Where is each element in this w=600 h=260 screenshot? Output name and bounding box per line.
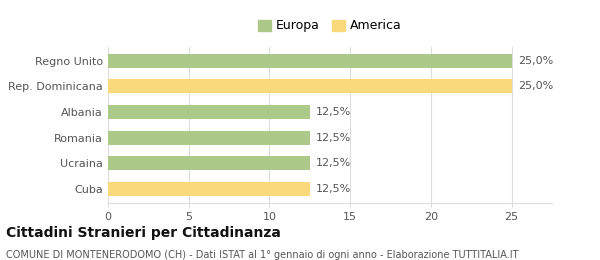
Bar (108, 80, 512, 94)
Bar (108, 182, 310, 196)
Bar (108, 156, 310, 170)
Text: COMUNE DI MONTENERODOMO (CH) - Dati ISTAT al 1° gennaio di ogni anno - Elaborazi: COMUNE DI MONTENERODOMO (CH) - Dati ISTA… (6, 250, 518, 259)
Legend: Europa, America: Europa, America (253, 14, 407, 37)
Bar (108, 54, 512, 68)
Text: 12,5%: 12,5% (316, 158, 352, 168)
Text: 12,5%: 12,5% (316, 133, 352, 142)
Text: Cittadini Stranieri per Cittadinanza: Cittadini Stranieri per Cittadinanza (6, 226, 281, 240)
Text: 25,0%: 25,0% (518, 56, 553, 66)
Text: 12,5%: 12,5% (316, 107, 352, 117)
Bar (108, 131, 310, 145)
Text: 25,0%: 25,0% (518, 81, 553, 92)
Text: 12,5%: 12,5% (316, 184, 352, 194)
Bar (108, 105, 310, 119)
